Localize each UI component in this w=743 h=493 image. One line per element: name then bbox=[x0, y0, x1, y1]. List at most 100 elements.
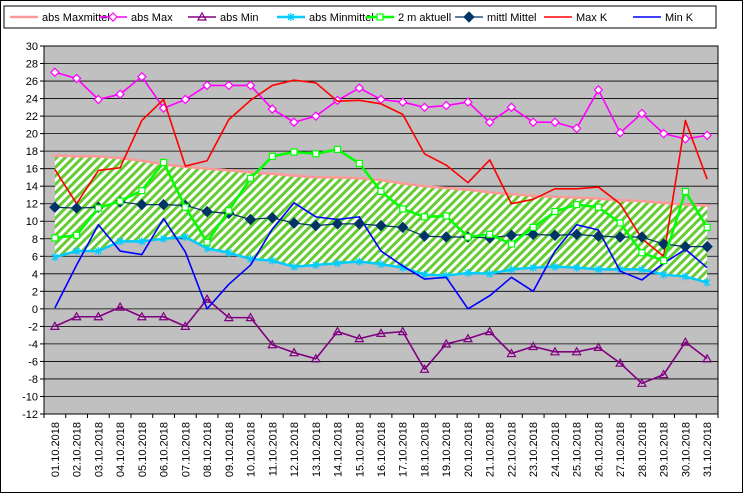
2-m-aktuell-marker bbox=[312, 150, 320, 158]
mittl-mittel-marker bbox=[527, 228, 539, 241]
x-tick-label: 08.10.2018 bbox=[202, 422, 214, 477]
mittl-mittel-marker bbox=[136, 198, 148, 211]
abs-min-marker bbox=[571, 346, 582, 356]
legend-mittl-mittel-marker bbox=[463, 11, 475, 23]
abs-minmittel-marker bbox=[703, 278, 711, 287]
x-tick-label: 11.10.2018 bbox=[267, 422, 279, 476]
mittl-mittel-marker bbox=[70, 202, 83, 214]
series-max-k bbox=[54, 79, 708, 258]
y-tick-label: 20 bbox=[26, 129, 38, 141]
abs-minmittel-marker bbox=[51, 253, 59, 262]
mittl-mittel-marker bbox=[157, 198, 170, 211]
2-m-aktuell-marker bbox=[355, 159, 363, 168]
abs-min-marker bbox=[419, 364, 430, 373]
abs-min-marker bbox=[397, 326, 408, 336]
abs-minmittel-marker bbox=[312, 261, 320, 270]
y-tick-label: -12 bbox=[22, 409, 38, 421]
x-tick-label: 21.10.2018 bbox=[485, 422, 497, 477]
abs-minmittel-marker bbox=[573, 263, 581, 272]
abs-min-marker bbox=[441, 338, 452, 348]
abs-max-marker bbox=[419, 102, 430, 113]
abs-max-marker bbox=[397, 97, 408, 107]
x-tick-label: 23.10.2018 bbox=[528, 422, 540, 477]
y-tick-label: 18 bbox=[26, 146, 38, 158]
legend-label: abs Min bbox=[220, 12, 259, 24]
mittl-mittel-marker bbox=[592, 230, 605, 242]
y-tick-label: 24 bbox=[26, 94, 38, 106]
y-tick-label: 10 bbox=[26, 216, 38, 228]
y-tick-label: 30 bbox=[26, 41, 38, 53]
legend-2-m-aktuell-marker bbox=[376, 13, 384, 21]
mittl-mittel-marker bbox=[549, 229, 561, 241]
legend-abs-minmittel-marker bbox=[287, 13, 295, 21]
abs-max-marker bbox=[593, 84, 604, 95]
x-tick-label: 22.10.2018 bbox=[506, 422, 518, 477]
abs-min-marker bbox=[593, 342, 604, 352]
2-m-aktuell-marker bbox=[181, 203, 189, 211]
abs-min-marker bbox=[636, 378, 647, 387]
max-k-line bbox=[54, 79, 708, 258]
abs-minmittel-marker bbox=[225, 248, 233, 257]
normal-range-band bbox=[54, 155, 708, 283]
abs-minmittel-marker bbox=[660, 270, 668, 279]
x-tick-label: 07.10.2018 bbox=[180, 422, 192, 477]
2-m-aktuell-marker bbox=[529, 223, 537, 231]
mittl-mittel-marker bbox=[331, 218, 344, 230]
abs-max-marker bbox=[289, 117, 299, 128]
mittl-mittel-marker bbox=[657, 238, 670, 250]
mittl-mittel-marker bbox=[244, 213, 257, 226]
abs-min-marker bbox=[310, 353, 321, 363]
abs-minmittel-marker bbox=[268, 256, 276, 265]
mittl-mittel-marker bbox=[353, 218, 365, 230]
legend-box bbox=[3, 5, 717, 29]
2-m-aktuell-marker bbox=[442, 212, 450, 220]
abs-min-line bbox=[54, 298, 708, 385]
series-min-k bbox=[54, 202, 708, 310]
abs-min-marker bbox=[332, 326, 343, 336]
mittl-mittel-marker bbox=[570, 228, 583, 241]
series-abs-min bbox=[49, 294, 713, 387]
abs-min-marker bbox=[136, 311, 147, 321]
abs-min-marker bbox=[158, 311, 169, 321]
y-tick-label: -6 bbox=[28, 356, 38, 368]
abs-min-marker bbox=[49, 321, 60, 330]
abs-minmittel-marker bbox=[377, 260, 385, 269]
abs-minmittel-marker bbox=[507, 265, 515, 274]
x-tick-label: 28.10.2018 bbox=[637, 422, 649, 477]
2-m-aktuell-marker bbox=[116, 197, 124, 205]
abs-max-marker bbox=[115, 89, 125, 100]
abs-max-marker bbox=[615, 127, 626, 138]
abs-minmittel-marker bbox=[334, 259, 341, 268]
abs-min-marker bbox=[484, 326, 495, 336]
abs-max-marker bbox=[506, 102, 517, 113]
abs-max-marker bbox=[463, 97, 473, 107]
y-tick-label: 6 bbox=[32, 251, 38, 263]
x-tick-label: 14.10.2018 bbox=[333, 422, 345, 477]
abs-minmittel-marker bbox=[73, 247, 81, 256]
abs-minmittel-marker bbox=[594, 265, 602, 274]
abs-min-marker bbox=[462, 333, 474, 343]
abs-min-marker bbox=[702, 353, 713, 363]
mittl-mittel-marker bbox=[418, 230, 431, 242]
x-tick-label: 12.10.2018 bbox=[289, 422, 301, 477]
series-layer bbox=[49, 67, 713, 387]
legend-item-abs-min: abs Min bbox=[188, 11, 259, 24]
2-m-aktuell-marker bbox=[290, 148, 298, 156]
abs-max-marker bbox=[223, 80, 234, 91]
x-tick-label: 17.10.2018 bbox=[398, 422, 410, 477]
x-tick-label: 18.10.2018 bbox=[419, 422, 431, 477]
abs-minmittel-marker bbox=[160, 234, 168, 243]
abs-max-marker bbox=[93, 94, 104, 105]
abs-minmittel-marker bbox=[138, 237, 146, 246]
abs-max-marker bbox=[50, 67, 60, 78]
x-tick-label: 27.10.2018 bbox=[615, 422, 627, 477]
2-m-aktuell-marker bbox=[138, 186, 146, 195]
y-tick-label: 0 bbox=[32, 304, 38, 316]
mittl-mittel-marker bbox=[636, 231, 648, 243]
mittl-mittel-marker bbox=[49, 201, 61, 213]
y-tick-label: -10 bbox=[22, 391, 38, 403]
x-tick-label: 24.10.2018 bbox=[550, 422, 562, 477]
legend-item-abs-maxmittel: abs Maxmittel bbox=[10, 12, 110, 24]
series-mittl-mittel bbox=[49, 196, 713, 253]
abs-min-marker bbox=[115, 301, 126, 311]
